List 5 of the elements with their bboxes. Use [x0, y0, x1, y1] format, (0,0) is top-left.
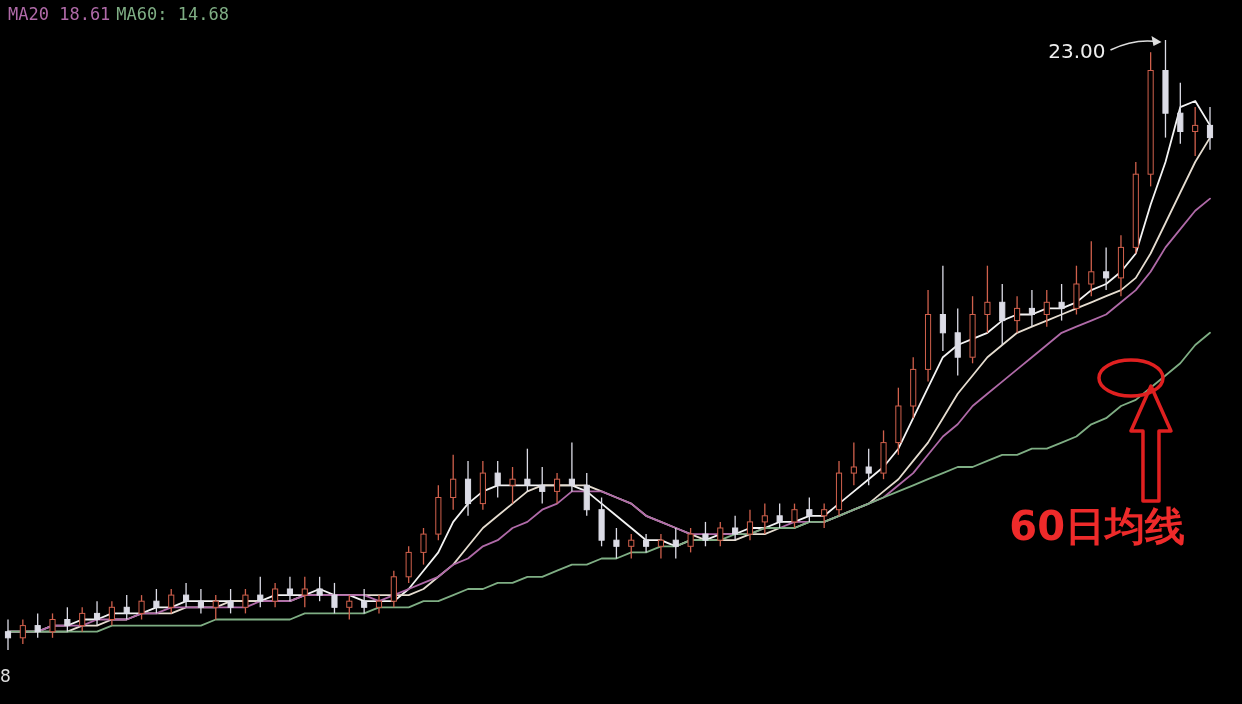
text: 8: [0, 666, 11, 686]
text: MA60: 14.68: [116, 4, 229, 24]
text: MA20 18.61: [8, 4, 111, 24]
annotation: 60日均线: [1009, 503, 1185, 549]
annotation: 23.00: [1048, 39, 1106, 63]
